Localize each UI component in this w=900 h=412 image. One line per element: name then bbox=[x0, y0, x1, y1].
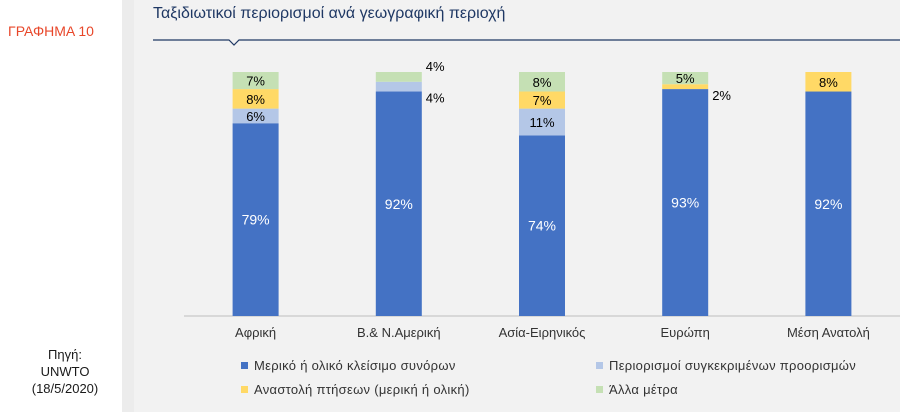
bar-segment bbox=[232, 72, 279, 90]
legend-label: Άλλα μέτρα bbox=[609, 382, 678, 397]
bar-segment bbox=[662, 72, 709, 85]
data-label: 8% bbox=[533, 75, 552, 90]
data-label: 8% bbox=[246, 92, 265, 107]
x-tick-label: Ευρώπη bbox=[661, 325, 710, 340]
data-label: 7% bbox=[246, 74, 265, 89]
data-label: 74% bbox=[528, 218, 556, 234]
bar-segment bbox=[662, 84, 709, 90]
source-note: Πηγή: UNWTO (18/5/2020) bbox=[0, 346, 122, 397]
data-label: 4% bbox=[426, 91, 445, 106]
legend-swatch bbox=[241, 386, 248, 393]
legend-item-other-measures: Άλλα μέτρα bbox=[596, 382, 678, 397]
source-line: UNWTO bbox=[40, 364, 90, 379]
bar-segment bbox=[375, 91, 422, 317]
legend-label: Αναστολή πτήσεων (μερική ή ολική) bbox=[254, 382, 470, 397]
bar-segment bbox=[375, 72, 422, 82]
left-panel: ΓΡΑΦΗΜΑ 10 Πηγή: UNWTO (18/5/2020) bbox=[0, 0, 122, 412]
bar-segment bbox=[805, 91, 852, 317]
bar-segment bbox=[519, 72, 565, 92]
legend-swatch bbox=[596, 386, 603, 393]
title-underline bbox=[153, 39, 900, 46]
legend-item-destination-restrictions: Περιορισμοί συγκεκριμένων προορισμών bbox=[596, 358, 856, 373]
data-label: 6% bbox=[246, 109, 265, 124]
data-label: 8% bbox=[819, 75, 838, 90]
x-tick-label: Β.& Ν.Αμερική bbox=[357, 325, 441, 340]
x-tick-label: Αφρική bbox=[235, 325, 276, 340]
chart-number-label: ΓΡΑΦΗΜΑ 10 bbox=[8, 23, 94, 39]
data-label: 92% bbox=[814, 196, 842, 212]
chart-title: Ταξιδιωτικοί περιορισμοί ανά γεωγραφική … bbox=[153, 5, 506, 22]
data-label: 5% bbox=[676, 71, 695, 86]
legend-swatch bbox=[241, 362, 248, 369]
data-label: 2% bbox=[712, 88, 731, 103]
bar-segment bbox=[232, 108, 279, 124]
legend-item-border-closure: Μερικό ή ολικό κλείσιμο συνόρων bbox=[241, 358, 456, 373]
x-tick-label: Μέση Ανατολή bbox=[787, 325, 870, 340]
bar-segment bbox=[519, 91, 565, 109]
bar-segment bbox=[375, 81, 422, 92]
data-label: 92% bbox=[385, 196, 413, 212]
panel-divider bbox=[122, 0, 134, 412]
bar-segment bbox=[519, 135, 565, 316]
bar-segment bbox=[662, 89, 709, 316]
data-label: 11% bbox=[529, 115, 554, 130]
bar-segment bbox=[519, 108, 565, 136]
legend-label: Μερικό ή ολικό κλείσιμο συνόρων bbox=[254, 358, 456, 373]
data-label: 7% bbox=[533, 93, 552, 108]
legend-swatch bbox=[596, 362, 603, 369]
data-label: 79% bbox=[242, 212, 270, 228]
bar-segment bbox=[232, 123, 279, 317]
source-line: Πηγή: bbox=[48, 347, 82, 362]
legend-item-flight-suspension: Αναστολή πτήσεων (μερική ή ολική) bbox=[241, 382, 470, 397]
bar-segment bbox=[805, 72, 852, 92]
data-label: 93% bbox=[671, 195, 699, 211]
data-label: 4% bbox=[426, 59, 445, 74]
source-line: (18/5/2020) bbox=[31, 381, 99, 396]
bar-segment bbox=[232, 89, 279, 109]
x-tick-label: Ασία-Ειρηνικός bbox=[499, 325, 586, 340]
legend-label: Περιορισμοί συγκεκριμένων προορισμών bbox=[609, 358, 857, 373]
